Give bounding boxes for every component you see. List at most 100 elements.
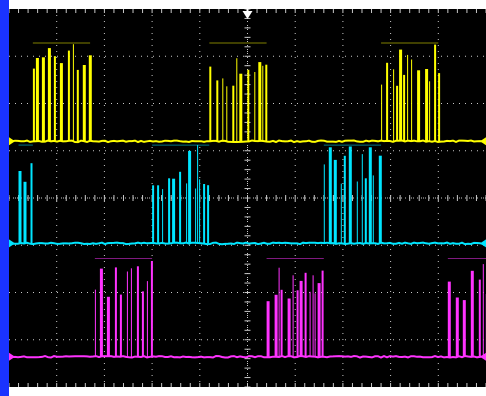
pulse: [216, 80, 219, 142]
pulse: [114, 267, 117, 357]
graticule: [9, 9, 486, 387]
pulse: [126, 271, 128, 357]
pulse: [314, 293, 316, 357]
baseline-ch2: [9, 241, 486, 246]
pulse: [417, 70, 421, 142]
pulse: [368, 147, 372, 244]
pulse: [407, 54, 409, 142]
pulse: [378, 155, 382, 244]
pulse: [94, 289, 96, 357]
pulse: [152, 185, 155, 244]
pulse: [188, 150, 192, 244]
pulse: [207, 185, 210, 244]
ground-level-arrow-icon: [9, 239, 15, 248]
pulse: [399, 49, 403, 142]
pulse: [343, 155, 346, 244]
pulse: [429, 81, 431, 142]
pulse: [247, 69, 250, 142]
pulse: [278, 267, 280, 357]
pulse: [236, 58, 238, 142]
pulse: [41, 57, 45, 142]
pulse: [321, 270, 324, 357]
waveform-traces: [9, 42, 486, 361]
trace-ch1: [9, 42, 486, 146]
ground-level-arrow-icon: [9, 352, 15, 361]
burst-ch1: [209, 42, 268, 142]
pulse: [333, 159, 337, 244]
pulse: [258, 62, 262, 142]
pulse: [186, 183, 188, 244]
pulse: [35, 58, 39, 142]
pulse: [266, 301, 270, 357]
pulse: [287, 298, 291, 357]
pulse: [67, 50, 70, 142]
pulse: [179, 171, 182, 244]
level-marker-right-icon: [480, 352, 486, 361]
pulse: [119, 294, 122, 357]
pulse: [106, 296, 110, 357]
pulse: [356, 181, 358, 244]
pulse: [141, 291, 144, 357]
trace-ch3: [9, 257, 486, 361]
pulse: [317, 283, 321, 357]
level-marker-right-icon: [480, 137, 486, 146]
level-marker-right-icon: [480, 239, 486, 248]
pulse: [447, 281, 451, 357]
pulse: [482, 264, 484, 357]
pulse: [372, 175, 374, 244]
pulse: [32, 68, 35, 142]
pulse: [226, 86, 228, 142]
pulse: [403, 74, 406, 142]
pulse: [323, 164, 325, 244]
pulse: [340, 183, 342, 244]
burst-ch2: [152, 144, 210, 244]
pulse: [59, 63, 63, 142]
pulse: [274, 294, 278, 357]
pulse: [82, 65, 86, 142]
pulse: [312, 275, 314, 357]
pulse: [209, 66, 212, 142]
pulse: [88, 55, 92, 142]
pulse: [265, 64, 268, 142]
pulse: [299, 280, 303, 357]
pulse: [30, 163, 33, 244]
pulse: [72, 44, 74, 142]
pulse: [76, 69, 79, 142]
pulse: [172, 178, 176, 244]
pulse: [411, 59, 413, 142]
pulse: [254, 72, 256, 142]
pulse: [462, 300, 466, 357]
pulse: [23, 181, 27, 244]
pulse: [470, 270, 474, 357]
pulse: [168, 178, 171, 244]
pulse: [434, 44, 437, 142]
pulse: [239, 73, 243, 142]
pulse: [280, 289, 283, 357]
pulse: [197, 145, 199, 244]
pulse: [262, 65, 264, 142]
pulse: [455, 297, 459, 357]
pulse: [304, 272, 307, 357]
scope-left-frame: [0, 0, 9, 396]
pulse: [361, 154, 363, 244]
pulse: [199, 179, 201, 244]
baseline-ch1: [9, 139, 486, 144]
pulse: [438, 73, 441, 142]
trigger-arrow-icon: [242, 11, 253, 19]
pulse: [136, 266, 139, 357]
pulse: [348, 146, 352, 244]
burst-ch2: [18, 144, 33, 244]
burst-ch3: [447, 257, 486, 357]
ground-level-arrow-icon: [9, 137, 15, 146]
burst-ch1: [381, 42, 441, 142]
scope-screen: [9, 9, 486, 387]
pulse: [381, 84, 383, 142]
pulse: [364, 178, 367, 244]
pulse: [386, 62, 389, 142]
burst-ch3: [266, 257, 324, 357]
pulse: [425, 69, 429, 142]
pulse: [146, 281, 148, 357]
pulse: [47, 48, 51, 142]
pulse: [18, 171, 22, 244]
pulse: [150, 261, 153, 357]
